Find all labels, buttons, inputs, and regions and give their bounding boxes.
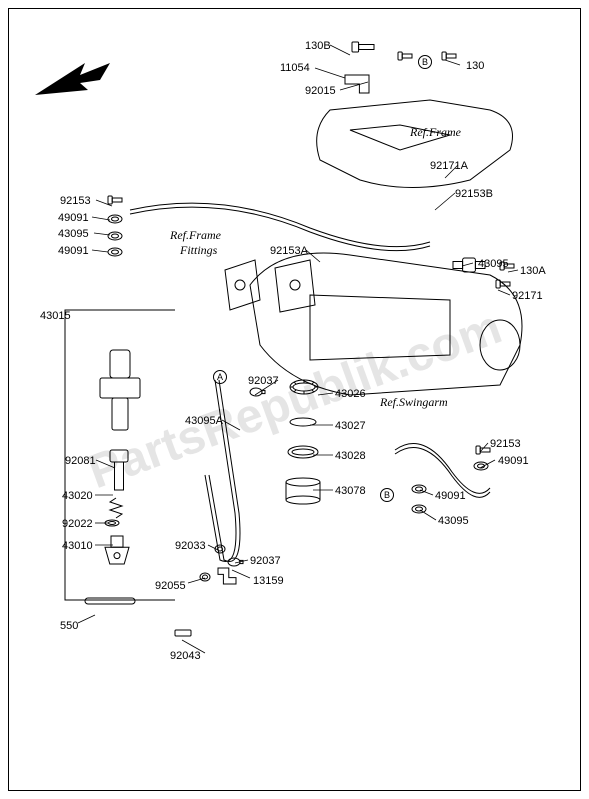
part-label-92171A: 92171A — [430, 160, 468, 172]
ref-label-0: Ref.Frame — [410, 125, 461, 140]
part-label-130A: 130A — [520, 265, 546, 277]
part-label-43095A: 43095A — [185, 415, 223, 427]
part-label-130: 130 — [466, 60, 484, 72]
callout-circle-B: B — [380, 488, 394, 502]
part-label-92037: 92037 — [250, 555, 281, 567]
part-label-43078: 43078 — [335, 485, 366, 497]
part-label-13159: 13159 — [253, 575, 284, 587]
callout-circle-B: B — [418, 55, 432, 69]
part-label-43095: 43095 — [478, 258, 509, 270]
part-label-550: 550 — [60, 620, 78, 632]
part-label-92015: 92015 — [305, 85, 336, 97]
part-label-43015: 43015 — [40, 310, 71, 322]
part-label-92153B: 92153B — [455, 188, 493, 200]
ref-label-3: Ref.Swingarm — [380, 395, 448, 410]
part-label-11054: 11054 — [280, 62, 310, 74]
part-label-43010: 43010 — [62, 540, 93, 552]
callout-circle-A: A — [213, 370, 227, 384]
ref-label-2: Fittings — [180, 243, 217, 258]
part-label-43028: 43028 — [335, 450, 366, 462]
part-label-92043: 92043 — [170, 650, 201, 662]
parts-layer — [0, 0, 589, 799]
part-label-43027: 43027 — [335, 420, 366, 432]
part-label-49091: 49091 — [435, 490, 466, 502]
part-label-92022: 92022 — [62, 518, 93, 530]
part-label-43095: 43095 — [58, 228, 89, 240]
part-label-92153A: 92153A — [270, 245, 308, 257]
part-label-130B: 130B — [305, 40, 331, 52]
part-label-43095: 43095 — [438, 515, 469, 527]
part-label-92081: 92081 — [65, 455, 96, 467]
part-label-49091: 49091 — [498, 455, 529, 467]
part-label-92171: 92171 — [512, 290, 543, 302]
part-label-43026: 43026 — [335, 388, 366, 400]
part-label-92153: 92153 — [490, 438, 521, 450]
part-label-92153: 92153 — [60, 195, 91, 207]
part-label-49091: 49091 — [58, 212, 89, 224]
part-label-92033: 92033 — [175, 540, 206, 552]
ref-label-1: Ref.Frame — [170, 228, 221, 243]
part-label-43020: 43020 — [62, 490, 93, 502]
part-label-92037: 92037 — [248, 375, 279, 387]
part-label-92055: 92055 — [155, 580, 186, 592]
part-label-49091: 49091 — [58, 245, 89, 257]
